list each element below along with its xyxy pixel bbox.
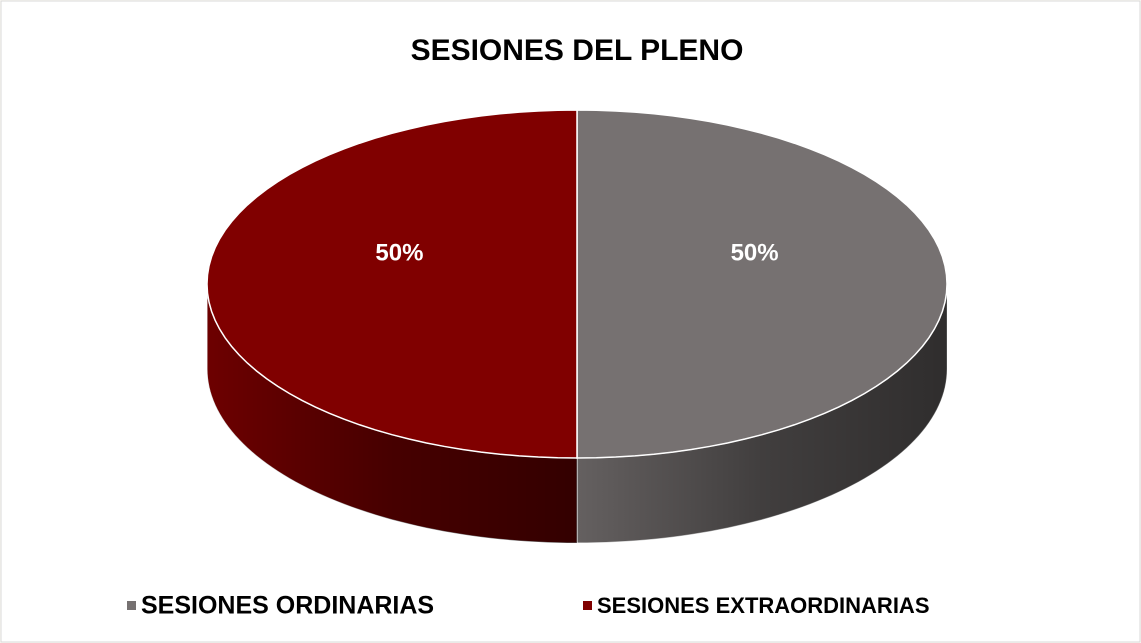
pie-side-shade xyxy=(577,284,947,543)
pie-slice xyxy=(206,109,578,459)
legend-marker xyxy=(127,601,136,610)
pie-side-shade xyxy=(207,284,577,543)
legend-label: SESIONES ORDINARIAS xyxy=(141,592,434,620)
chart-title: SESIONES DEL PLENO xyxy=(411,34,744,67)
legend-marker xyxy=(583,601,592,610)
legend-label: SESIONES EXTRAORDINARIAS xyxy=(597,593,930,618)
data-label: 50% xyxy=(731,239,779,266)
data-label: 50% xyxy=(375,239,423,266)
pie-slice xyxy=(576,109,948,459)
